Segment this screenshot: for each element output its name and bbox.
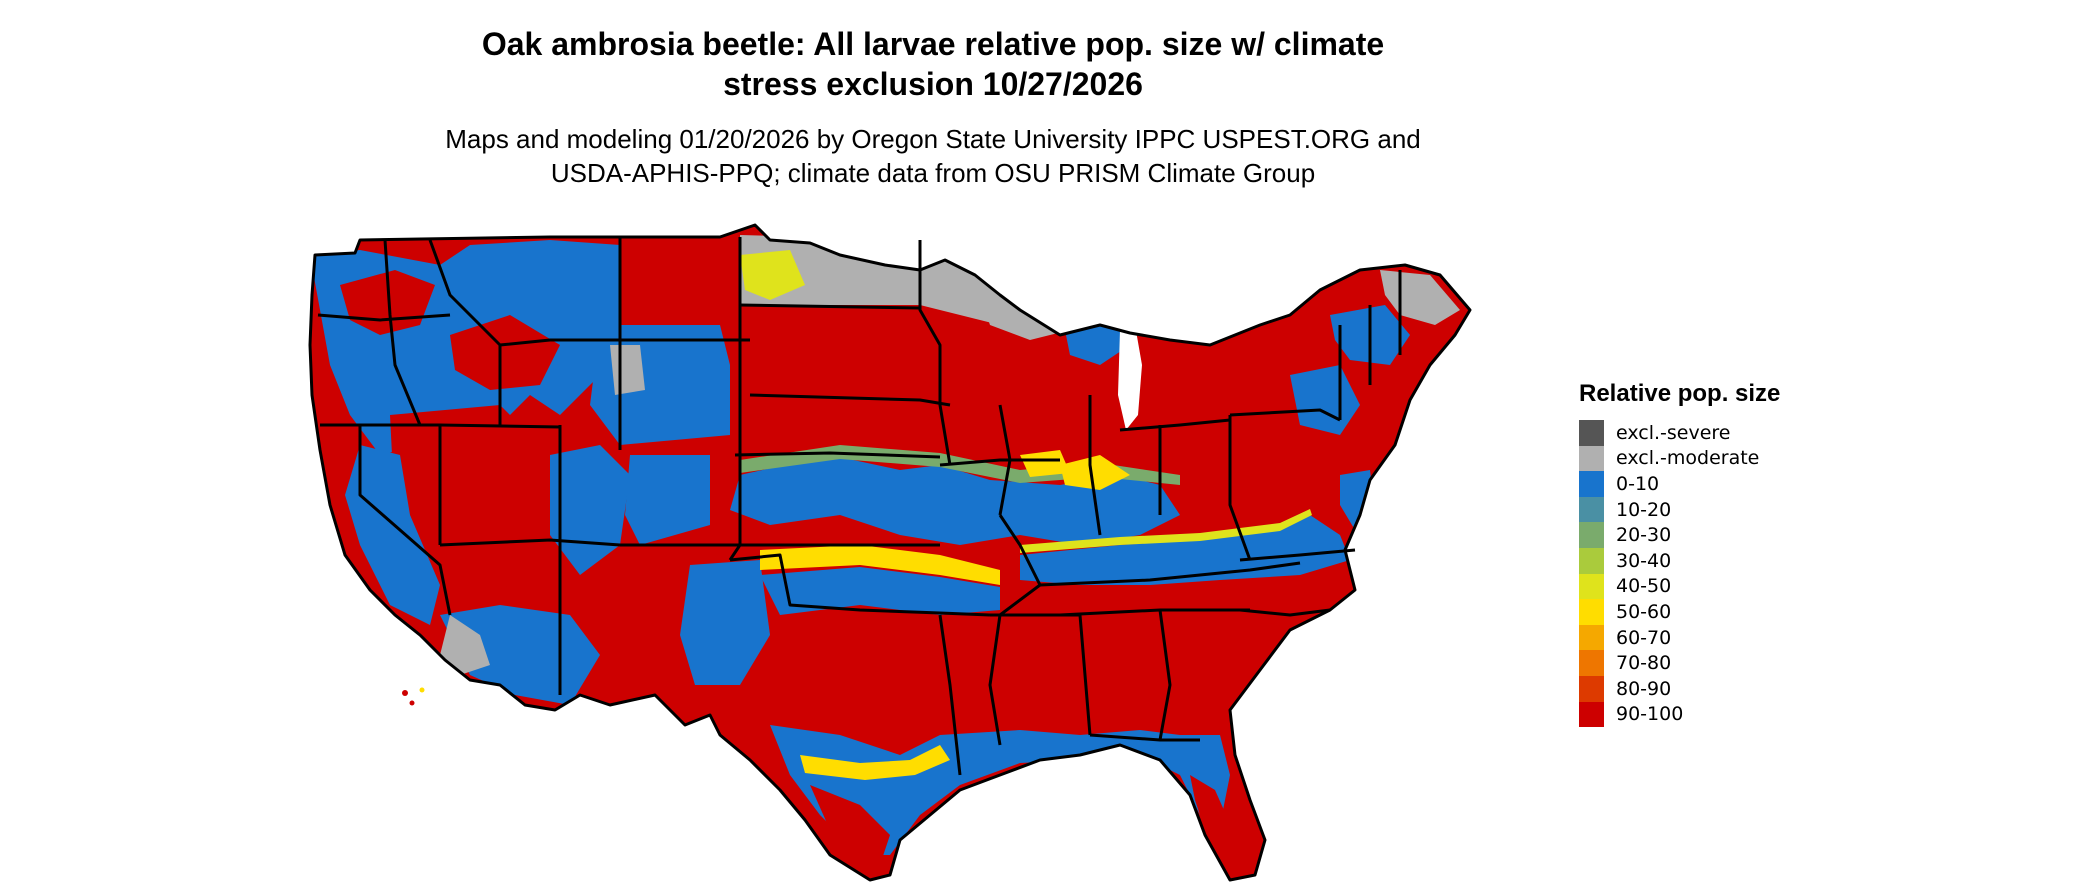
zone-gulf-blue	[770, 725, 1230, 855]
map-subtitle: Maps and modeling 01/20/2026 by Oregon S…	[0, 122, 1866, 190]
zone-iowa-yellow	[1020, 450, 1070, 477]
zone-oklahoma-blue	[760, 567, 1000, 615]
legend-item: 70-80	[1579, 650, 1780, 676]
title-line-1: Oak ambrosia beetle: All larvae relative…	[481, 26, 1385, 62]
subtitle-line-2: USDA-APHIS-PPQ; climate data from OSU PR…	[550, 158, 1316, 188]
border-nc-sc	[1239, 608, 1331, 617]
border-nd-sd	[739, 303, 921, 310]
legend-swatch	[1579, 675, 1604, 702]
zone-arizona-grey	[440, 615, 490, 675]
zone-dakota-red	[635, 245, 740, 325]
border-mi-oh	[1119, 418, 1231, 432]
legend-item: excl.-severe	[1579, 420, 1780, 446]
legend-label: excl.-severe	[1616, 421, 1731, 444]
zone-ohio-yellow	[1060, 455, 1130, 490]
border-ca-nv	[358, 425, 452, 616]
zone-northdakota-yellow	[740, 250, 805, 300]
border-id-wa-or	[383, 239, 422, 426]
legend-title: Relative pop. size	[1579, 380, 1781, 407]
border-mo-il	[998, 514, 1042, 617]
zone-kansas-blue	[730, 455, 1180, 545]
zone-idaho-high	[450, 315, 560, 390]
legend-item: 40-50	[1579, 573, 1780, 600]
island-marker	[409, 700, 415, 706]
legend-label: 40-50	[1616, 575, 1672, 598]
legend-swatch	[1579, 445, 1604, 472]
border-oh-pa	[1228, 415, 1252, 561]
zone-oklahoma-yellow	[760, 545, 1000, 585]
legend-label: 0-10	[1616, 472, 1660, 495]
island-marker	[402, 690, 408, 696]
legend-item: excl.-moderate	[1579, 445, 1780, 472]
zone-minnesota-severe	[900, 225, 1020, 265]
border-ia-mo	[939, 458, 1060, 467]
legend-item: 0-10	[1579, 471, 1780, 497]
border-ar-ms	[988, 614, 1002, 746]
legend-item: 20-30	[1579, 522, 1780, 548]
legend-item: 60-70	[1579, 624, 1780, 651]
border-ia-il	[998, 404, 1012, 516]
island-marker	[419, 687, 425, 693]
subtitle-line-1: Maps and modeling 01/20/2026 by Oregon S…	[445, 124, 1421, 154]
legend-item: 90-100	[1579, 701, 1780, 728]
legend-label: 60-70	[1616, 626, 1672, 649]
zone-newmexico-blue	[680, 560, 770, 685]
border-tn-ky	[1039, 561, 1301, 587]
zone-florida-red	[1190, 775, 1245, 875]
map-title: Oak ambrosia beetle: All larvae relative…	[0, 24, 1866, 104]
legend-label: excl.-moderate	[1616, 447, 1760, 470]
legend-item: 50-60	[1579, 599, 1780, 625]
zone-southtexas-red	[810, 785, 890, 865]
border-ut-az	[439, 538, 621, 547]
border-pa-ny	[1229, 408, 1341, 422]
legend-swatch	[1579, 547, 1604, 574]
legend-swatch	[1579, 599, 1604, 625]
border-ok-tx	[729, 553, 991, 617]
legend-item: 10-20	[1579, 496, 1780, 523]
legend-swatch	[1579, 650, 1604, 676]
border-mt-wy	[499, 338, 750, 347]
legend-items: excl.-severe excl.-moderate 0-10 10-20 20-30…	[1579, 420, 1780, 728]
legend-swatch	[1579, 496, 1604, 523]
legend-swatch	[1579, 573, 1604, 600]
legend-label: 20-30	[1616, 524, 1672, 547]
us-outline	[308, 223, 1472, 882]
legend-label: 30-40	[1616, 549, 1672, 572]
border-ne-ks	[734, 451, 941, 459]
legend-item: 30-40	[1579, 547, 1780, 574]
border-tx-la	[938, 614, 962, 776]
legend-label: 10-20	[1616, 498, 1672, 521]
legend-item: 80-90	[1579, 675, 1780, 702]
border-va-nc	[1239, 548, 1356, 562]
legend-label: 70-80	[1616, 652, 1672, 675]
legend-label: 50-60	[1616, 600, 1672, 623]
border-id-mt	[428, 239, 502, 425]
border-ms-al	[1078, 614, 1092, 736]
zone-great-basin-blue	[345, 445, 440, 625]
legend-swatch	[1579, 471, 1604, 497]
legend-label: 80-90	[1616, 677, 1672, 700]
legend-swatch	[1579, 522, 1604, 548]
border-mn-wi	[918, 240, 952, 466]
legend-swatch	[1579, 701, 1604, 728]
border-al-ga	[1158, 609, 1172, 741]
zone-wyoming-low	[590, 325, 730, 445]
legend: Relative pop. size excl.-severe excl.-mod…	[1579, 380, 1781, 728]
state-borders	[308, 223, 1472, 882]
zone-appalachian-blue	[1290, 365, 1360, 435]
zone-lake-michigan	[1118, 325, 1142, 430]
legend-swatch	[1579, 420, 1604, 446]
zone-colorado-blue	[625, 455, 710, 545]
zone-tennessee-transition	[1020, 509, 1312, 553]
legend-label: 90-100	[1616, 703, 1684, 726]
border-il-in	[1088, 395, 1102, 536]
legend-swatch	[1579, 624, 1604, 651]
zone-wyoming-grey	[610, 345, 645, 395]
title-line-2: stress exclusion 10/27/2026	[723, 66, 1143, 102]
border-wa-or	[317, 313, 451, 322]
zone-texas-yellow	[800, 745, 950, 780]
us-map	[308, 223, 1472, 882]
